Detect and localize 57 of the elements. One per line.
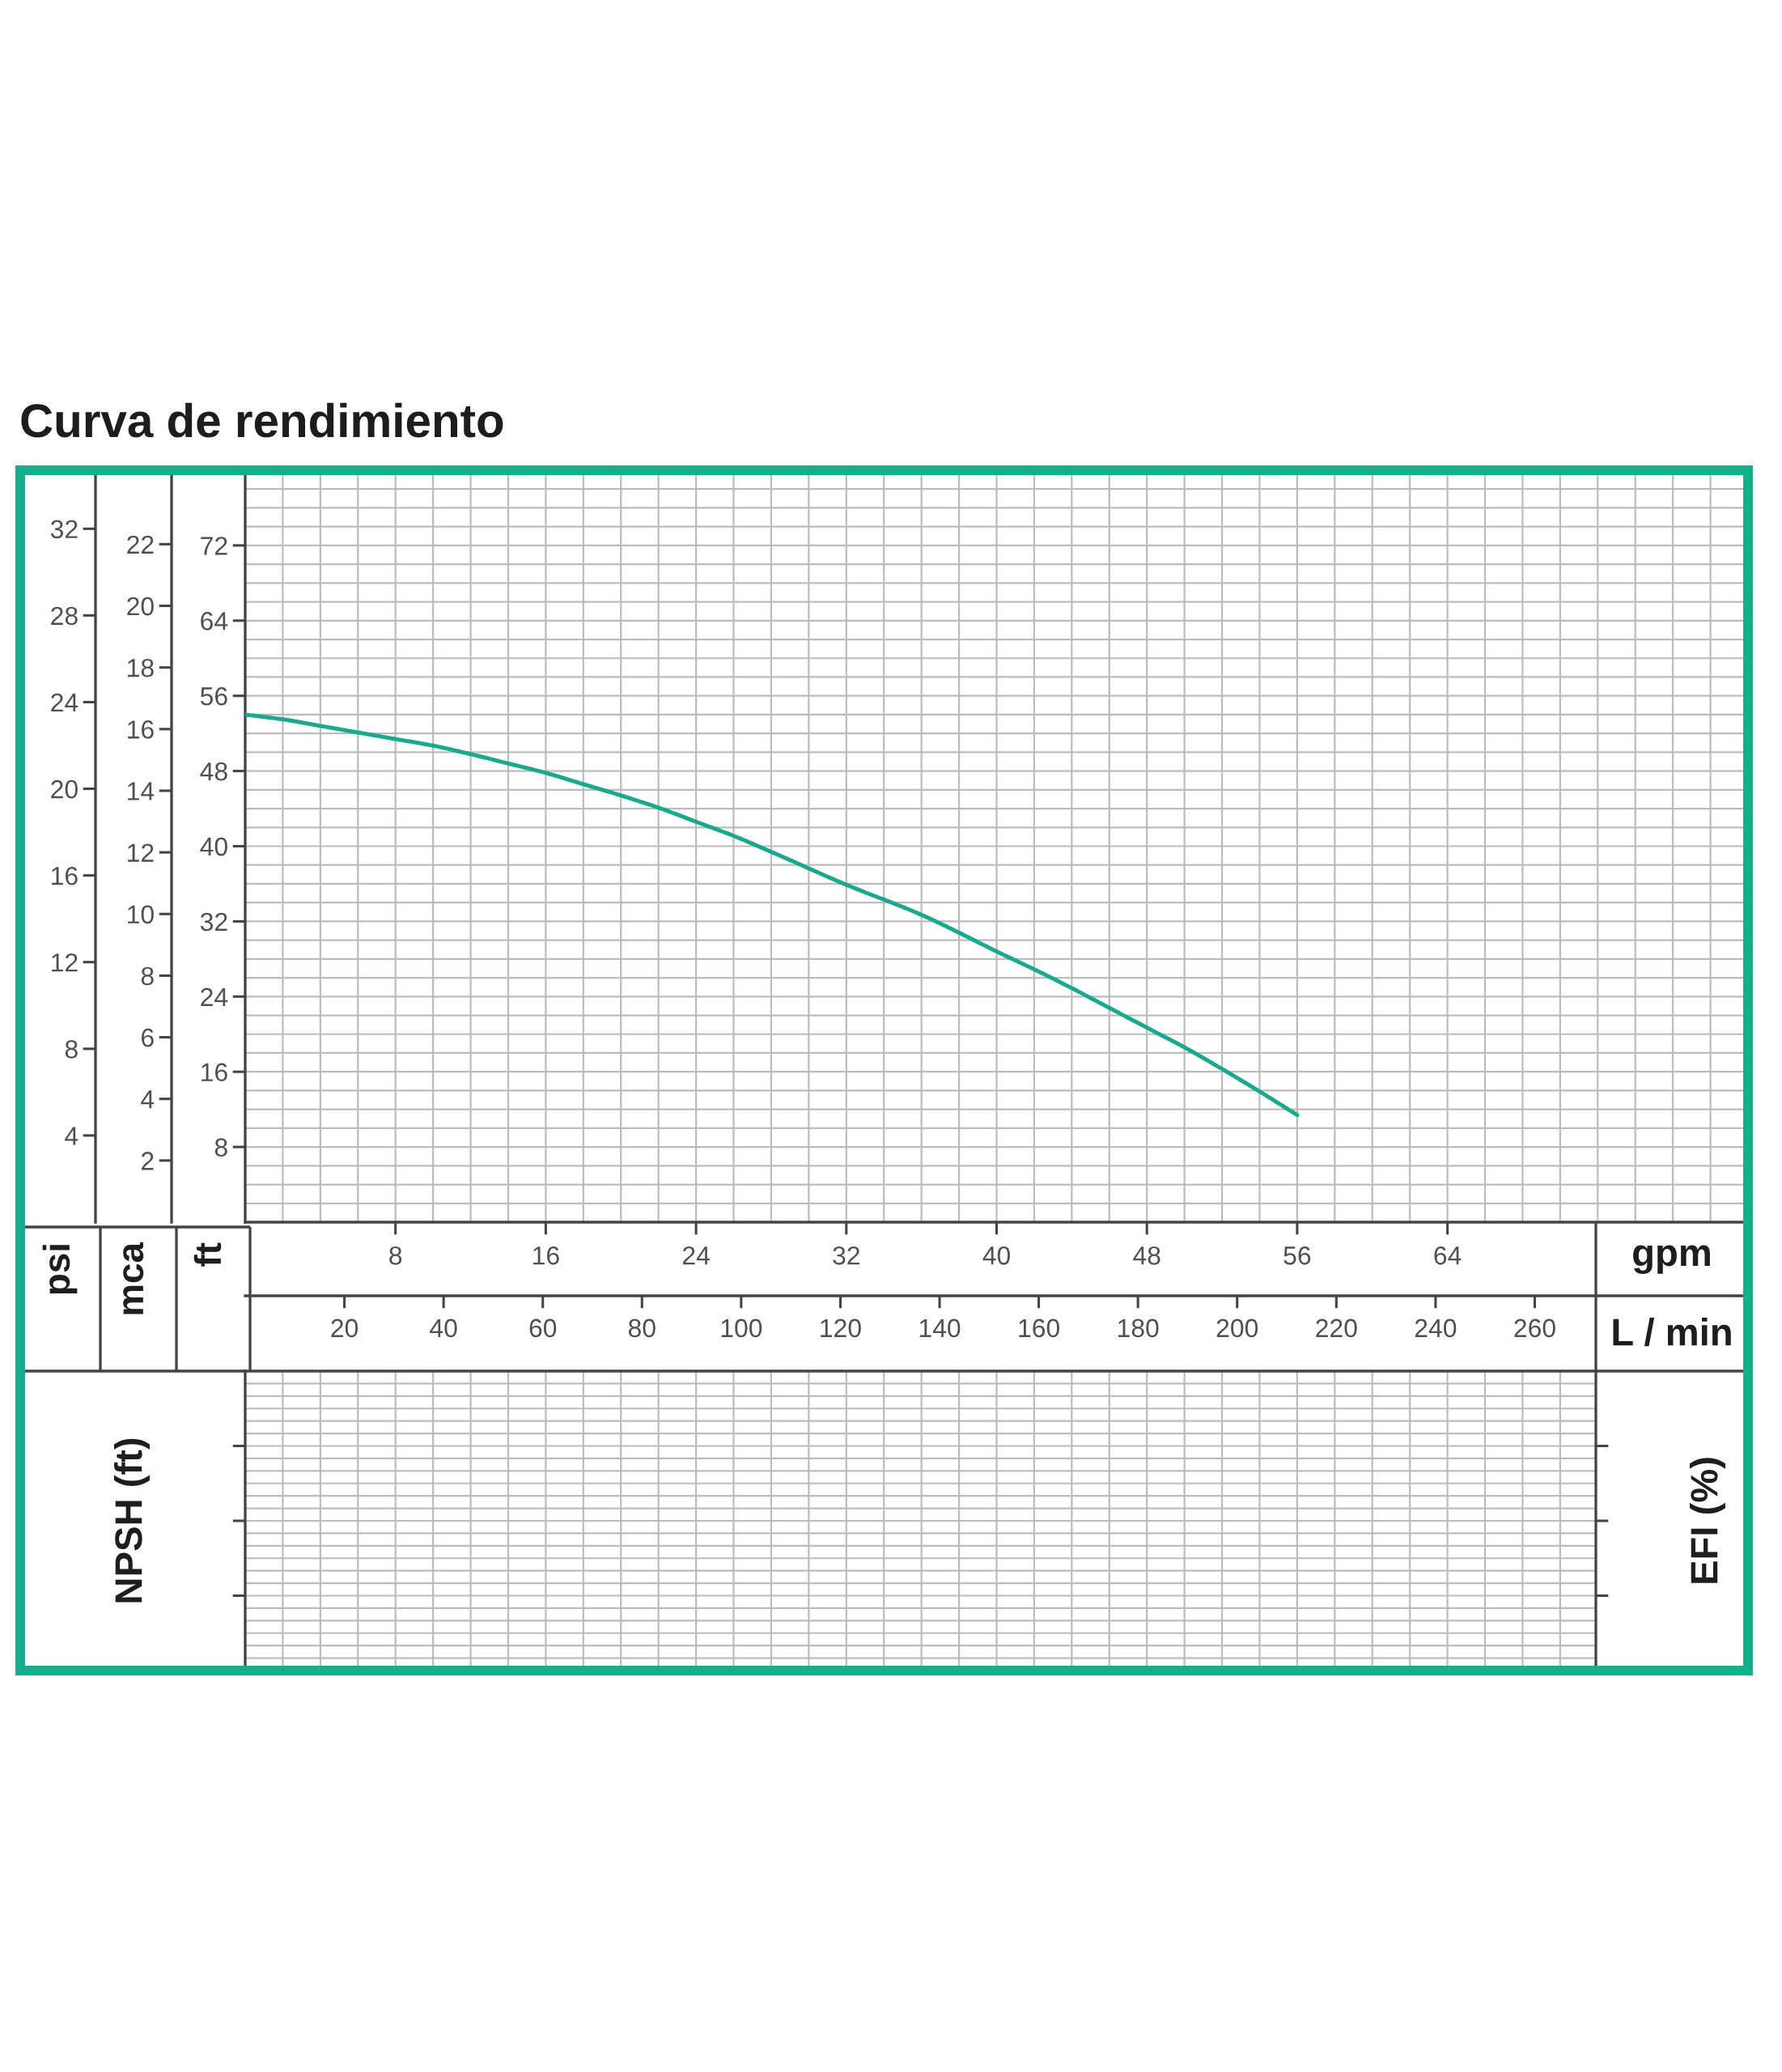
y3-tick-label: 20: [51, 779, 78, 799]
y2-tick-label: 10: [128, 905, 154, 924]
y-tick-label: 40: [200, 837, 227, 856]
y-tick-label: 24: [201, 987, 228, 1006]
x-tick-label: 40: [982, 1246, 1011, 1265]
x2-tick-label: 200: [1216, 1318, 1258, 1338]
y-tick-label: 32: [200, 912, 227, 932]
text: EFI (%): [1689, 1458, 1726, 1583]
x2-tick-label: 160: [1019, 1318, 1059, 1338]
y3-tick-label: 32: [50, 520, 78, 539]
y-tick-label: 16: [202, 1063, 227, 1082]
x2-tick-label: 220: [1316, 1318, 1357, 1338]
y3-tick-label: 28: [51, 606, 78, 626]
y3-tick-label: 4: [65, 1127, 78, 1145]
x-tick-label: 56: [1283, 1246, 1311, 1265]
x2-tick-label: 140: [919, 1318, 961, 1338]
y2-axis-title: mca: [123, 1242, 144, 1314]
x-tick-label: 48: [1133, 1246, 1160, 1265]
x2-tick-label: 60: [529, 1318, 557, 1338]
y2-tick-label: 22: [127, 535, 154, 554]
x2-tick-label: 40: [430, 1318, 457, 1338]
y3-tick-label: 16: [52, 866, 78, 885]
x-tick-label: 16: [533, 1246, 559, 1265]
y-tick-label: 64: [201, 612, 228, 631]
x2-tick-label: 240: [1415, 1318, 1457, 1338]
x-tick-label: 8: [389, 1246, 402, 1265]
y2-tick-label: 12: [128, 843, 154, 862]
y3-tick-label: 8: [65, 1040, 78, 1059]
x-axis-title: gpm: [1633, 1245, 1710, 1275]
y2-tick-label: 14: [128, 782, 155, 800]
y2-tick-label: 20: [127, 597, 154, 616]
y2-tick-label: 18: [128, 658, 154, 677]
x2-axis-title: L / min: [1613, 1317, 1731, 1347]
x2-tick-label: 180: [1118, 1318, 1159, 1338]
y2-tick-label: 16: [128, 720, 154, 739]
y-tick-label: 72: [201, 537, 227, 555]
y2-tick-label: 4: [141, 1090, 155, 1109]
x2-tick-label: 20: [331, 1318, 359, 1338]
y2-tick-label: 2: [142, 1152, 154, 1170]
x-tick-label: 64: [1434, 1246, 1462, 1265]
y-tick-label: 8: [214, 1138, 227, 1157]
y3-tick-label: 12: [52, 953, 78, 972]
y2-tick-label: 8: [141, 966, 154, 986]
text: NPSH (ft): [113, 1438, 151, 1603]
y2-tick-label: 6: [142, 1028, 154, 1047]
y3-axis-title: psi: [42, 1245, 78, 1294]
y-tick-label: 56: [200, 686, 227, 706]
x-tick-label: 32: [833, 1246, 859, 1265]
x2-tick-label: 260: [1514, 1318, 1555, 1338]
x2-tick-label: 80: [628, 1318, 656, 1338]
x2-tick-label: 120: [821, 1318, 861, 1338]
y3-tick-label: 24: [51, 693, 78, 712]
y-axis-title: ft: [193, 1242, 222, 1267]
chart-title: Curva de rendimiento: [21, 402, 503, 438]
y-tick-label: 48: [200, 762, 227, 781]
x-tick-label: 24: [682, 1246, 710, 1265]
x2-tick-label: 100: [721, 1318, 762, 1338]
